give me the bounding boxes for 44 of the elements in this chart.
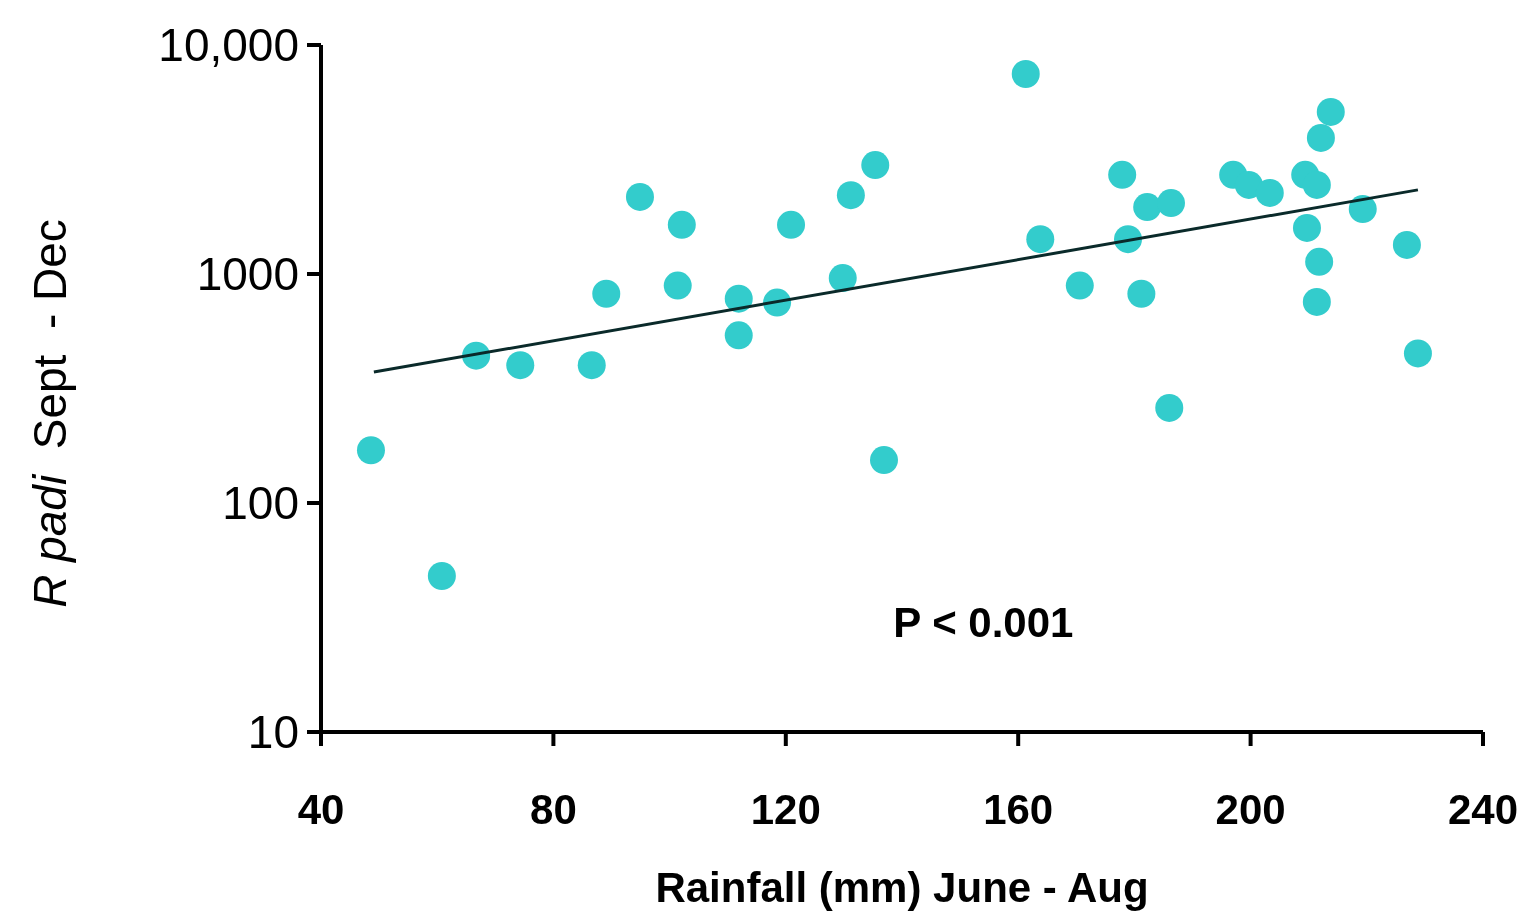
- x-tick-label: 160: [983, 786, 1054, 833]
- point: [506, 351, 535, 380]
- point: [1392, 230, 1421, 259]
- point: [1292, 213, 1321, 242]
- point: [828, 264, 857, 293]
- x-axis-title: Rainfall (mm) June - Aug: [655, 864, 1149, 911]
- point: [1133, 193, 1162, 222]
- point: [869, 446, 898, 475]
- x-tick-label: 120: [750, 786, 821, 833]
- x-tick-label: 80: [530, 786, 577, 833]
- y-tick-label: 1000: [196, 248, 299, 301]
- point: [577, 351, 606, 380]
- annotation: P < 0.001: [893, 599, 1074, 647]
- point: [1157, 189, 1185, 218]
- y-axis-title: R padi Sept - Dec: [24, 219, 76, 608]
- point: [724, 321, 753, 350]
- point: [861, 151, 890, 180]
- point: [1127, 279, 1156, 308]
- point: [1108, 160, 1137, 189]
- point: [1065, 271, 1094, 300]
- point: [1155, 393, 1184, 422]
- y-tick-label: 10,000: [158, 19, 299, 72]
- point: [1305, 247, 1334, 276]
- point: [1403, 339, 1432, 368]
- point: [777, 210, 806, 239]
- point: [356, 436, 385, 465]
- point: [1316, 97, 1345, 126]
- x-tick-label: 40: [297, 786, 345, 833]
- point: [1302, 170, 1331, 199]
- point: [663, 271, 692, 300]
- point: [625, 182, 654, 211]
- point: [836, 181, 865, 210]
- point: [1255, 178, 1284, 207]
- point: [1011, 60, 1040, 89]
- point: [1302, 287, 1331, 316]
- x-tick-label: 240: [1447, 786, 1519, 833]
- point: [667, 210, 696, 239]
- x-tick-label: 200: [1215, 786, 1286, 833]
- point: [427, 562, 456, 590]
- y-tick-label: 100: [222, 477, 299, 530]
- y-tick-label: 10: [247, 706, 299, 759]
- point: [592, 279, 621, 308]
- point: [1306, 123, 1335, 152]
- point: [1026, 225, 1055, 254]
